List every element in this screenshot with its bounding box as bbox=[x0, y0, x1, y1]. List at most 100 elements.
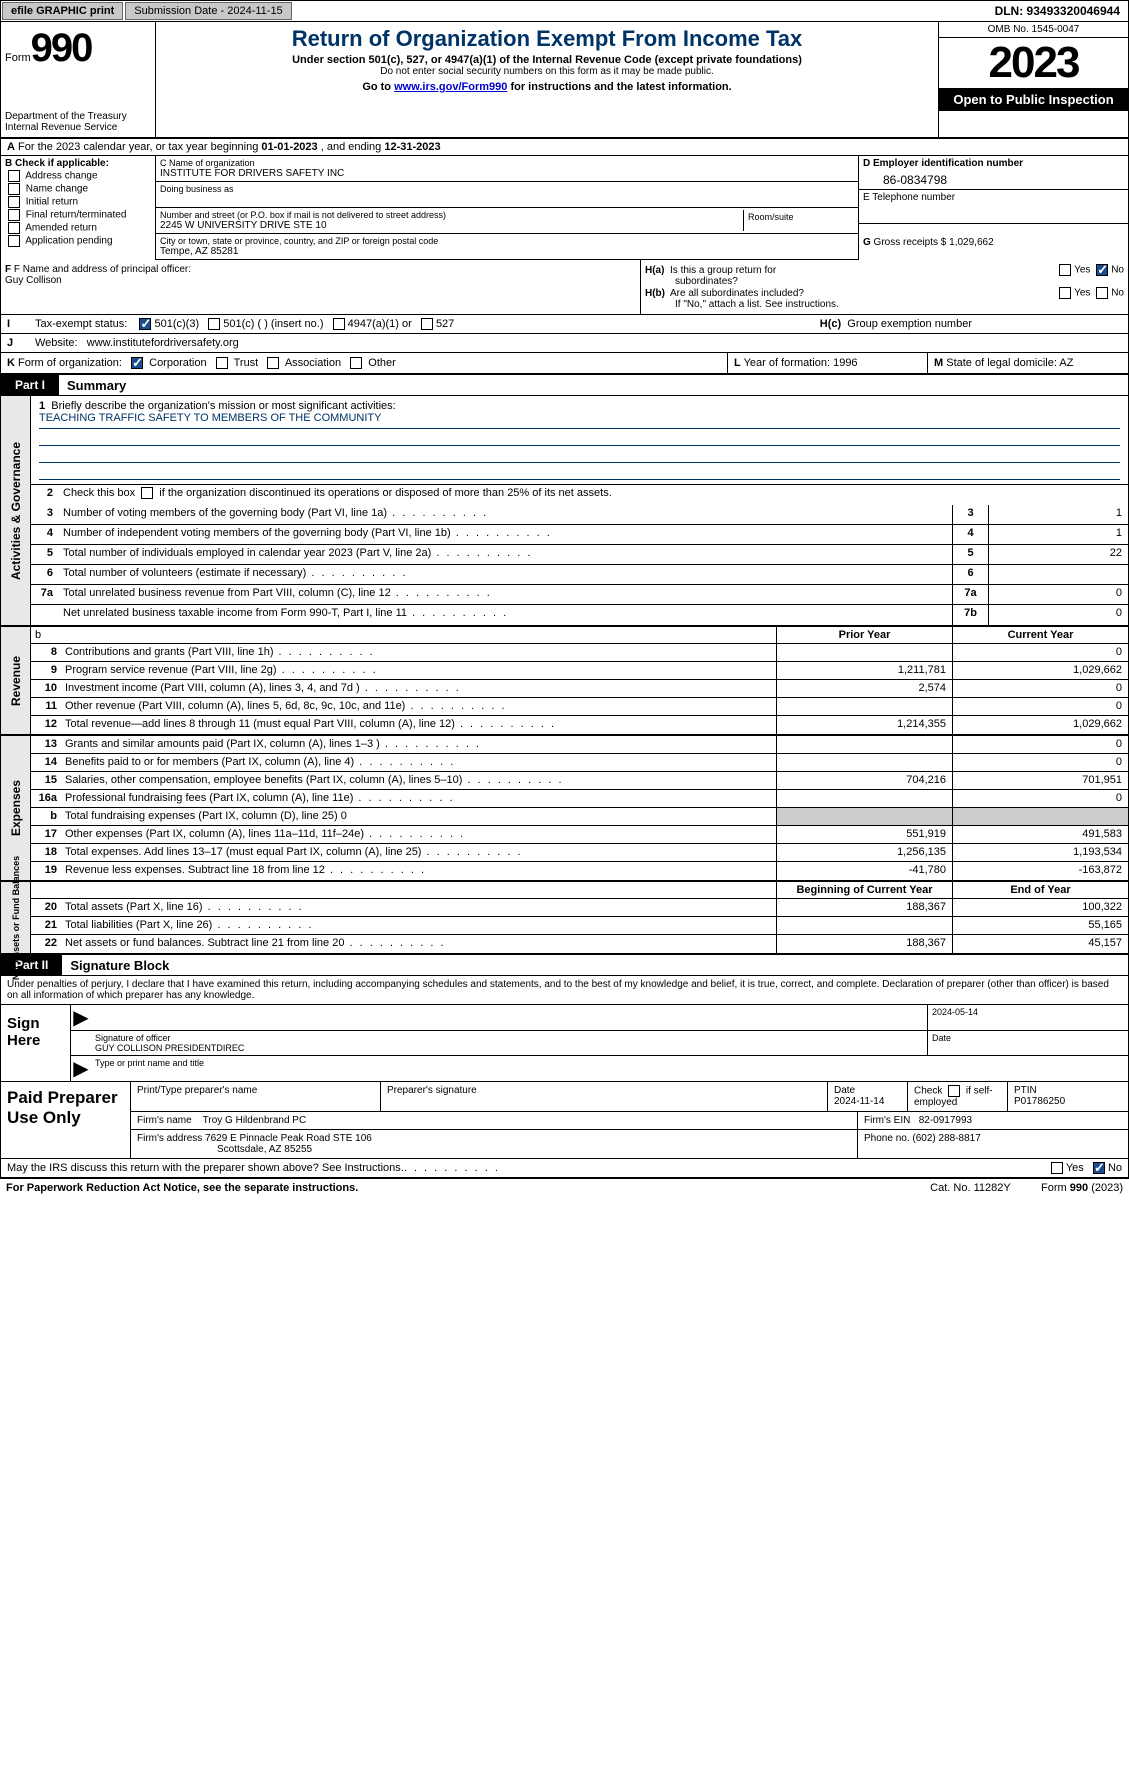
website-value: www.institutefordriversafety.org bbox=[87, 337, 239, 349]
form-header: Form990 Department of the TreasuryIntern… bbox=[0, 22, 1129, 139]
dba-label: Doing business as bbox=[160, 184, 854, 194]
box-b-label: B Check if applicable: bbox=[5, 158, 109, 169]
firm-name: Troy G Hildenbrand PC bbox=[203, 1115, 307, 1126]
addr-label: Number and street (or P.O. box if mail i… bbox=[160, 210, 743, 220]
org-address: 2245 W UNIVERSITY DRIVE STE 10 bbox=[160, 220, 743, 231]
chk-name-change[interactable]: Name change bbox=[5, 183, 151, 195]
year-formation: 1996 bbox=[833, 357, 857, 369]
chk-527[interactable] bbox=[421, 318, 433, 330]
chk-self-employed[interactable] bbox=[948, 1085, 960, 1097]
sig-date: 2024-05-14 bbox=[932, 1007, 978, 1017]
officer-signature: GUY COLLISON PRESIDENTDIREC bbox=[95, 1043, 244, 1053]
paid-preparer-label: Paid Preparer Use Only bbox=[1, 1082, 131, 1158]
goto-line: Go to www.irs.gov/Form990 for instructio… bbox=[160, 81, 934, 93]
chk-assoc[interactable] bbox=[267, 357, 279, 369]
expenses-section: Expenses 13Grants and similar amounts pa… bbox=[0, 734, 1129, 880]
chk-app-pending[interactable]: Application pending bbox=[5, 235, 151, 247]
chk-trust[interactable] bbox=[216, 357, 228, 369]
gross-receipts-value: 1,029,662 bbox=[949, 237, 994, 248]
discuss-no[interactable] bbox=[1093, 1162, 1105, 1174]
chk-501c[interactable] bbox=[208, 318, 220, 330]
chk-corp[interactable] bbox=[131, 357, 143, 369]
summary-row: Net unrelated business taxable income fr… bbox=[31, 605, 1128, 625]
room-label: Room/suite bbox=[748, 212, 850, 222]
top-toolbar: efile GRAPHIC print Submission Date - 20… bbox=[0, 0, 1129, 22]
firm-phone: (602) 288-8817 bbox=[912, 1133, 980, 1144]
efile-print-button[interactable]: efile GRAPHIC print bbox=[2, 2, 123, 20]
chk-address-change[interactable]: Address change bbox=[5, 170, 151, 182]
summary-row: 4Number of independent voting members of… bbox=[31, 525, 1128, 545]
data-row: 12Total revenue—add lines 8 through 11 (… bbox=[31, 716, 1128, 734]
data-row: 21Total liabilities (Part X, line 26)55,… bbox=[31, 917, 1128, 935]
chk-amended[interactable]: Amended return bbox=[5, 222, 151, 234]
data-row: 15Salaries, other compensation, employee… bbox=[31, 772, 1128, 790]
org-city: Tempe, AZ 85281 bbox=[160, 246, 854, 257]
ein-value: 86-0834798 bbox=[863, 169, 1124, 187]
tax-year: 2023 bbox=[939, 38, 1128, 88]
summary-row: 5Total number of individuals employed in… bbox=[31, 545, 1128, 565]
summary-row: 3Number of voting members of the governi… bbox=[31, 505, 1128, 525]
form-label: Form bbox=[5, 52, 31, 64]
form-number: 990 bbox=[31, 26, 92, 70]
phone-label: E Telephone number bbox=[863, 192, 1124, 203]
data-row: 14Benefits paid to or for members (Part … bbox=[31, 754, 1128, 772]
part-2-header: Part II Signature Block bbox=[0, 955, 1129, 976]
dln: DLN: 93493320046944 bbox=[995, 4, 1128, 18]
data-row: 20Total assets (Part X, line 16)188,3671… bbox=[31, 899, 1128, 917]
gross-receipts-label: G bbox=[863, 237, 871, 248]
chk-initial-return[interactable]: Initial return bbox=[5, 196, 151, 208]
vtab-revenue: Revenue bbox=[9, 656, 23, 706]
tax-exempt-row: I Tax-exempt status: 501(c)(3) 501(c) ( … bbox=[0, 315, 1129, 334]
section-a: A For the 2023 calendar year, or tax yea… bbox=[0, 139, 1129, 156]
col-end-year: End of Year bbox=[952, 882, 1128, 898]
ha-yes[interactable] bbox=[1059, 264, 1071, 276]
org-name: INSTITUTE FOR DRIVERS SAFETY INC bbox=[160, 168, 854, 179]
data-row: 8Contributions and grants (Part VIII, li… bbox=[31, 644, 1128, 662]
summary-row: 7aTotal unrelated business revenue from … bbox=[31, 585, 1128, 605]
omb-number: OMB No. 1545-0047 bbox=[939, 22, 1128, 38]
part-1-header: Part I Summary bbox=[0, 375, 1129, 396]
chk-501c3[interactable] bbox=[139, 318, 151, 330]
chk-other[interactable] bbox=[350, 357, 362, 369]
form-subtitle-2: Do not enter social security numbers on … bbox=[160, 66, 934, 77]
cat-no: Cat. No. 11282Y bbox=[930, 1182, 1010, 1194]
k-l-m-row: K Form of organization: Corporation Trus… bbox=[0, 353, 1129, 375]
paid-preparer-block: Paid Preparer Use Only Print/Type prepar… bbox=[0, 1082, 1129, 1159]
hb-yes[interactable] bbox=[1059, 287, 1071, 299]
col-current-year: Current Year bbox=[952, 627, 1128, 643]
vtab-net-assets: Net Assets or Fund Balances bbox=[11, 855, 21, 979]
data-row: 22Net assets or fund balances. Subtract … bbox=[31, 935, 1128, 953]
firm-addr2: Scottsdale, AZ 85255 bbox=[137, 1144, 312, 1155]
activities-governance-section: Activities & Governance 1 Briefly descri… bbox=[0, 396, 1129, 625]
officer-name: Guy Collison bbox=[5, 275, 62, 286]
chk-discontinued[interactable] bbox=[141, 487, 153, 499]
state-domicile: AZ bbox=[1059, 357, 1073, 369]
form-subtitle-1: Under section 501(c), 527, or 4947(a)(1)… bbox=[160, 54, 934, 66]
vtab-expenses: Expenses bbox=[9, 780, 23, 836]
paperwork-notice: For Paperwork Reduction Act Notice, see … bbox=[6, 1182, 358, 1194]
vtab-governance: Activities & Governance bbox=[9, 442, 23, 580]
officer-h-row: F F Name and address of principal office… bbox=[0, 260, 1129, 315]
header-grid: B Check if applicable: Address change Na… bbox=[0, 156, 1129, 260]
data-row: bTotal fundraising expenses (Part IX, co… bbox=[31, 808, 1128, 826]
discuss-yes[interactable] bbox=[1051, 1162, 1063, 1174]
chk-4947[interactable] bbox=[333, 318, 345, 330]
data-row: 16aProfessional fundraising fees (Part I… bbox=[31, 790, 1128, 808]
ptin: P01786250 bbox=[1014, 1096, 1065, 1107]
chk-final-return[interactable]: Final return/terminated bbox=[5, 209, 151, 221]
footer: For Paperwork Reduction Act Notice, see … bbox=[0, 1179, 1129, 1197]
hb-note: If "No," attach a list. See instructions… bbox=[645, 299, 1124, 310]
ha-no[interactable] bbox=[1096, 264, 1108, 276]
revenue-section: Revenue bPrior YearCurrent Year 8Contrib… bbox=[0, 625, 1129, 734]
irs-link[interactable]: www.irs.gov/Form990 bbox=[394, 81, 507, 93]
submission-date: Submission Date - 2024-11-15 bbox=[125, 2, 291, 20]
firm-addr1: 7629 E Pinnacle Peak Road STE 106 bbox=[205, 1133, 372, 1144]
signature-declaration: Under penalties of perjury, I declare th… bbox=[0, 976, 1129, 1005]
hb-no[interactable] bbox=[1096, 287, 1108, 299]
form-title: Return of Organization Exempt From Incom… bbox=[160, 26, 934, 52]
prep-date: 2024-11-14 bbox=[834, 1096, 884, 1107]
net-assets-section: Net Assets or Fund Balances Beginning of… bbox=[0, 880, 1129, 955]
arrow-icon: ▶ bbox=[71, 1005, 91, 1030]
col-begin-year: Beginning of Current Year bbox=[776, 882, 952, 898]
mission-label: Briefly describe the organization's miss… bbox=[51, 400, 395, 412]
